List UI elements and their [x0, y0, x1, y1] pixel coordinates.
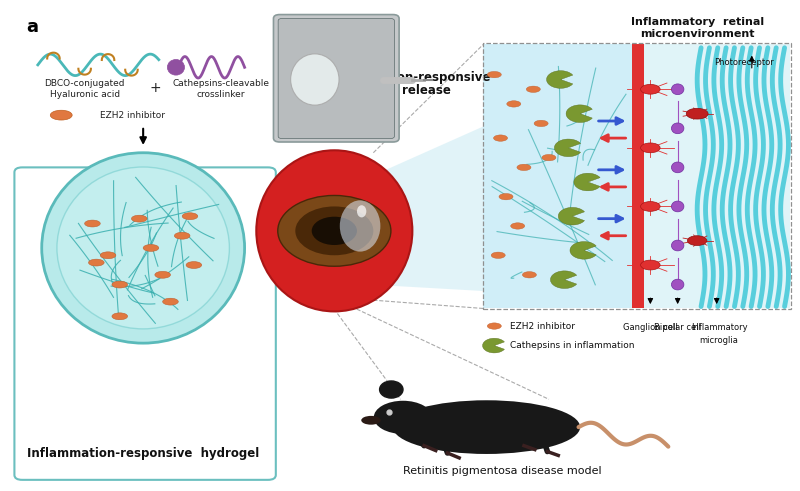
Ellipse shape: [687, 236, 707, 246]
Ellipse shape: [641, 143, 660, 153]
Wedge shape: [566, 105, 592, 122]
Ellipse shape: [340, 200, 380, 251]
Wedge shape: [570, 242, 596, 259]
Ellipse shape: [671, 162, 684, 173]
Ellipse shape: [357, 205, 366, 218]
Ellipse shape: [641, 202, 660, 211]
Ellipse shape: [57, 167, 230, 329]
Ellipse shape: [534, 120, 548, 127]
Ellipse shape: [487, 323, 502, 329]
Ellipse shape: [162, 298, 178, 305]
Wedge shape: [574, 173, 600, 191]
Text: crosslinker: crosslinker: [197, 90, 246, 99]
Ellipse shape: [510, 223, 525, 229]
Text: EZH2 inhibitor: EZH2 inhibitor: [510, 322, 575, 330]
Wedge shape: [558, 207, 585, 225]
Ellipse shape: [256, 150, 412, 311]
Wedge shape: [550, 271, 577, 289]
Text: microglia: microglia: [699, 336, 738, 345]
Text: a: a: [26, 19, 38, 36]
Bar: [483, 44, 790, 308]
FancyBboxPatch shape: [278, 19, 394, 138]
Text: b: b: [276, 19, 289, 36]
Ellipse shape: [143, 245, 158, 251]
Ellipse shape: [671, 279, 684, 290]
Ellipse shape: [506, 101, 521, 107]
Text: Inflammatory  retinal: Inflammatory retinal: [630, 17, 764, 27]
Ellipse shape: [186, 262, 202, 269]
Text: microenvironment: microenvironment: [640, 28, 754, 39]
FancyBboxPatch shape: [274, 15, 399, 142]
Ellipse shape: [686, 109, 708, 119]
Ellipse shape: [499, 193, 513, 200]
Ellipse shape: [112, 313, 127, 320]
Ellipse shape: [131, 215, 147, 222]
Text: Photoreceptor: Photoreceptor: [714, 58, 774, 67]
Ellipse shape: [526, 86, 540, 92]
Text: Retinitis pigmentosa disease model: Retinitis pigmentosa disease model: [402, 466, 602, 476]
Ellipse shape: [487, 72, 502, 78]
Text: +: +: [149, 81, 161, 95]
Text: DBCO-conjugated: DBCO-conjugated: [44, 79, 125, 88]
Ellipse shape: [491, 252, 506, 258]
Ellipse shape: [155, 272, 170, 278]
Ellipse shape: [50, 110, 72, 120]
Ellipse shape: [374, 401, 432, 434]
FancyBboxPatch shape: [14, 167, 276, 480]
Ellipse shape: [85, 220, 100, 227]
Text: drug release: drug release: [366, 84, 450, 97]
Bar: [483, 44, 635, 308]
Ellipse shape: [542, 155, 556, 161]
Text: Cathepsins in inflammation: Cathepsins in inflammation: [510, 341, 634, 350]
Ellipse shape: [671, 240, 684, 251]
Ellipse shape: [641, 84, 660, 94]
Ellipse shape: [42, 153, 245, 343]
Ellipse shape: [494, 135, 507, 141]
Ellipse shape: [182, 213, 198, 219]
Ellipse shape: [517, 164, 531, 170]
Text: Cathepsins-cleavable: Cathepsins-cleavable: [173, 79, 270, 88]
Wedge shape: [546, 71, 573, 88]
Text: Bipolar cell: Bipolar cell: [654, 323, 701, 331]
Text: Hyaluronic acid: Hyaluronic acid: [50, 90, 120, 99]
Ellipse shape: [379, 381, 403, 398]
Ellipse shape: [312, 217, 357, 245]
Bar: [632, 44, 644, 308]
Text: Inflammation-responsive: Inflammation-responsive: [326, 71, 491, 83]
Ellipse shape: [641, 260, 660, 270]
Wedge shape: [482, 338, 505, 353]
Text: Inflammatory: Inflammatory: [690, 323, 747, 331]
Ellipse shape: [671, 123, 684, 134]
Ellipse shape: [167, 59, 185, 75]
Polygon shape: [370, 62, 627, 299]
Ellipse shape: [100, 252, 116, 259]
Ellipse shape: [89, 259, 104, 266]
Text: EZH2 inhibitor: EZH2 inhibitor: [100, 110, 166, 120]
Ellipse shape: [671, 84, 684, 95]
Ellipse shape: [295, 206, 374, 255]
Ellipse shape: [671, 201, 684, 212]
Ellipse shape: [278, 195, 391, 266]
Ellipse shape: [393, 400, 580, 454]
Text: Ganglion cell: Ganglion cell: [623, 323, 678, 331]
Ellipse shape: [290, 54, 339, 105]
Ellipse shape: [174, 232, 190, 239]
Ellipse shape: [362, 416, 381, 425]
Ellipse shape: [522, 272, 537, 278]
Ellipse shape: [112, 281, 127, 288]
Wedge shape: [554, 139, 581, 157]
Text: Inflammation-responsive  hydrogel: Inflammation-responsive hydrogel: [27, 447, 259, 461]
